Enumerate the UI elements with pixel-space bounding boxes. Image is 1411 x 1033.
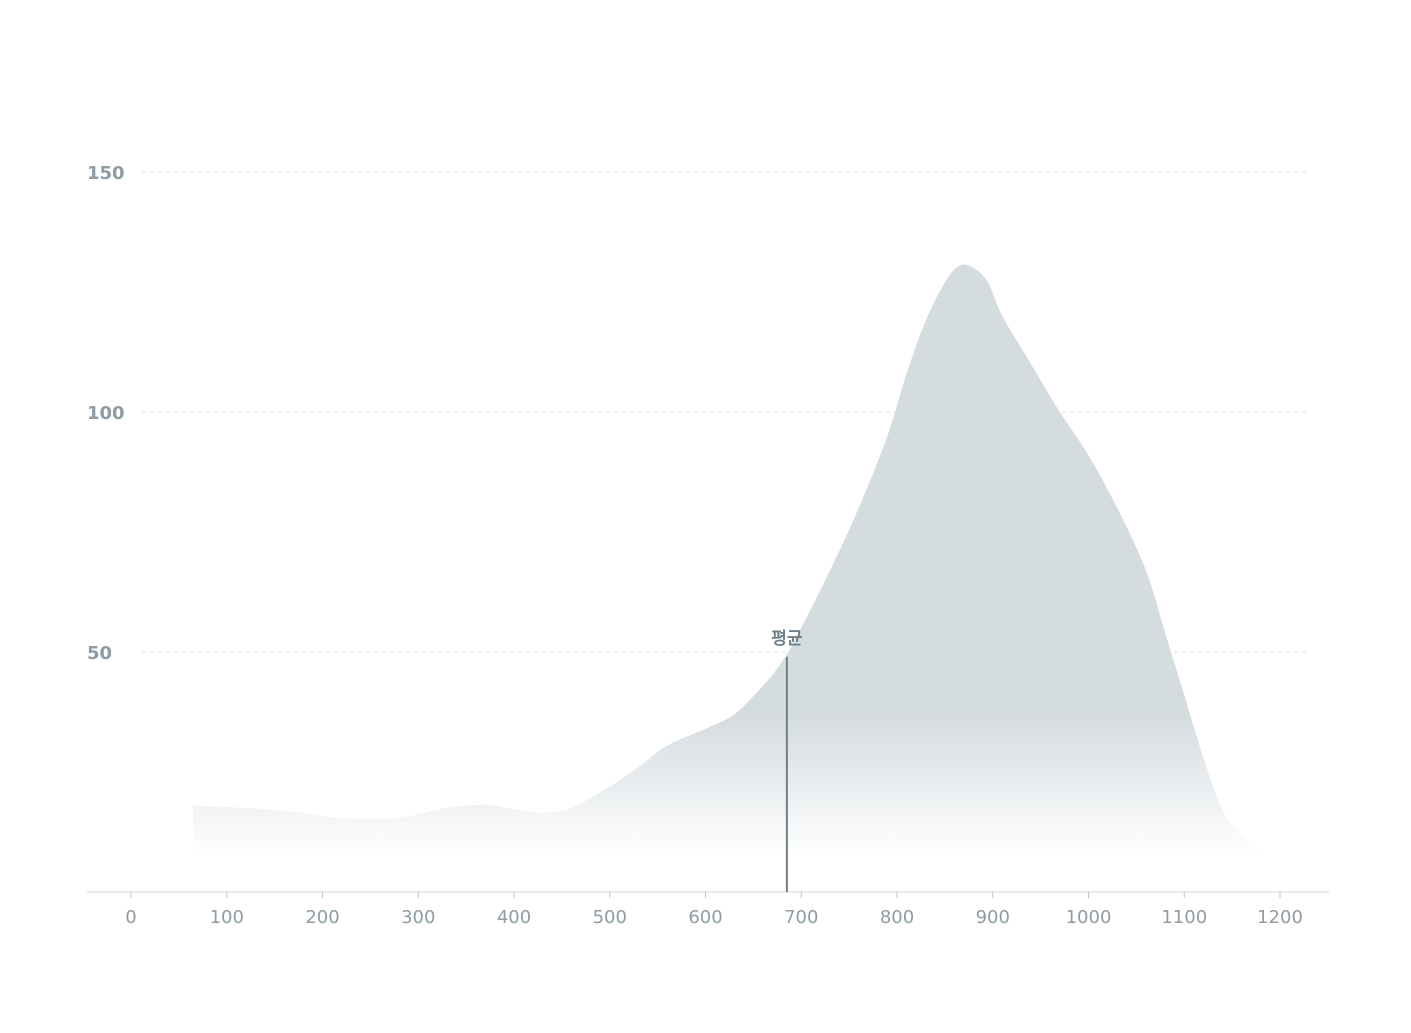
x-tick-label-600: 600 [688, 907, 722, 928]
x-tick-label-1000: 1000 [1066, 907, 1112, 928]
mean-marker: 평균 [771, 629, 803, 892]
y-tick-label-150: 150 [87, 163, 125, 184]
x-tick-label-400: 400 [497, 907, 531, 928]
density-area [193, 264, 1333, 859]
x-tick-label-500: 500 [593, 907, 627, 928]
x-axis: 0 100 200 300 400 500 600 700 800 900 1000 1100 1200 [87, 891, 1329, 928]
density-area-layer [193, 264, 1333, 859]
y-tick-label-100: 100 [87, 403, 125, 424]
y-tick-label-50: 50 [87, 643, 112, 664]
y-axis-labels: 50 100 150 [87, 163, 125, 664]
x-tick-label-300: 300 [401, 907, 435, 928]
x-tick-label-100: 100 [210, 907, 244, 928]
x-tick-label-900: 900 [976, 907, 1010, 928]
x-tick-label-200: 200 [305, 907, 339, 928]
mean-label: 평균 [771, 629, 803, 649]
x-tick-label-1200: 1200 [1257, 907, 1303, 928]
x-tick-label-0: 0 [125, 907, 136, 928]
x-tick-label-800: 800 [880, 907, 914, 928]
x-tick-label-1100: 1100 [1161, 907, 1207, 928]
x-tick-label-700: 700 [784, 907, 818, 928]
